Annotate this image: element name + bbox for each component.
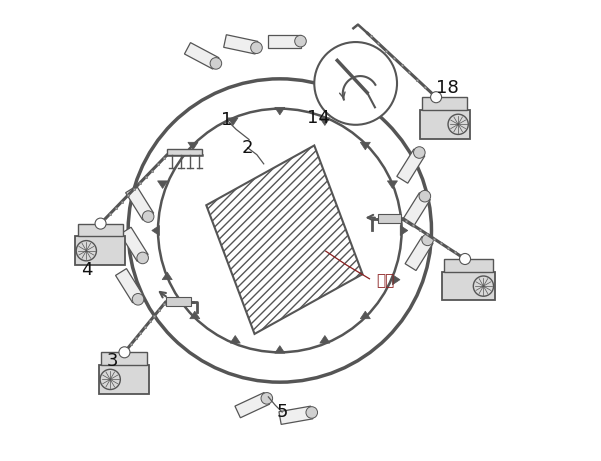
Text: 18: 18: [436, 79, 459, 97]
Bar: [166, 297, 191, 307]
Polygon shape: [185, 42, 219, 69]
Text: 2: 2: [242, 139, 254, 157]
Circle shape: [132, 294, 144, 305]
Polygon shape: [392, 275, 400, 285]
Polygon shape: [120, 227, 148, 261]
Polygon shape: [360, 142, 370, 150]
Circle shape: [474, 276, 493, 296]
Polygon shape: [444, 259, 493, 272]
Circle shape: [100, 369, 120, 390]
Circle shape: [119, 347, 130, 358]
Polygon shape: [75, 236, 125, 265]
Polygon shape: [235, 392, 269, 418]
Polygon shape: [402, 193, 430, 227]
Polygon shape: [275, 107, 285, 115]
Polygon shape: [360, 311, 370, 319]
Circle shape: [210, 58, 222, 69]
Circle shape: [413, 147, 425, 158]
Polygon shape: [423, 97, 468, 110]
Circle shape: [460, 254, 471, 265]
Text: 14: 14: [308, 109, 331, 127]
Polygon shape: [268, 35, 300, 47]
Polygon shape: [115, 269, 144, 303]
Bar: [377, 214, 401, 223]
Polygon shape: [279, 406, 313, 425]
Circle shape: [430, 92, 442, 103]
Text: 1: 1: [221, 111, 233, 129]
Text: 5: 5: [276, 403, 288, 421]
Polygon shape: [388, 181, 397, 189]
Polygon shape: [78, 224, 123, 236]
Text: 3: 3: [106, 353, 118, 371]
Polygon shape: [188, 142, 198, 150]
Circle shape: [142, 211, 154, 222]
Circle shape: [95, 218, 106, 229]
Text: 玻璃: 玻璃: [376, 273, 395, 289]
Polygon shape: [228, 118, 238, 125]
Circle shape: [419, 190, 431, 202]
Polygon shape: [275, 346, 285, 353]
Polygon shape: [420, 110, 469, 139]
Polygon shape: [167, 149, 202, 154]
Polygon shape: [162, 272, 172, 280]
Polygon shape: [152, 225, 159, 236]
Circle shape: [422, 234, 433, 246]
Circle shape: [128, 79, 432, 382]
Circle shape: [314, 42, 397, 125]
Polygon shape: [400, 225, 408, 236]
Circle shape: [158, 109, 401, 352]
Polygon shape: [397, 149, 425, 183]
Text: 4: 4: [81, 260, 93, 278]
Polygon shape: [224, 35, 258, 54]
Circle shape: [137, 252, 148, 264]
Polygon shape: [99, 365, 149, 394]
Circle shape: [294, 35, 307, 47]
Polygon shape: [157, 181, 168, 189]
Polygon shape: [102, 352, 147, 365]
Polygon shape: [320, 336, 330, 343]
Polygon shape: [442, 272, 495, 301]
Polygon shape: [206, 146, 362, 334]
Circle shape: [448, 114, 468, 135]
Polygon shape: [230, 336, 240, 343]
Polygon shape: [126, 186, 154, 220]
Polygon shape: [320, 118, 330, 125]
Polygon shape: [190, 311, 200, 319]
Circle shape: [306, 407, 317, 418]
Circle shape: [261, 393, 273, 404]
Circle shape: [251, 42, 262, 53]
Polygon shape: [405, 236, 433, 271]
Circle shape: [76, 241, 96, 261]
